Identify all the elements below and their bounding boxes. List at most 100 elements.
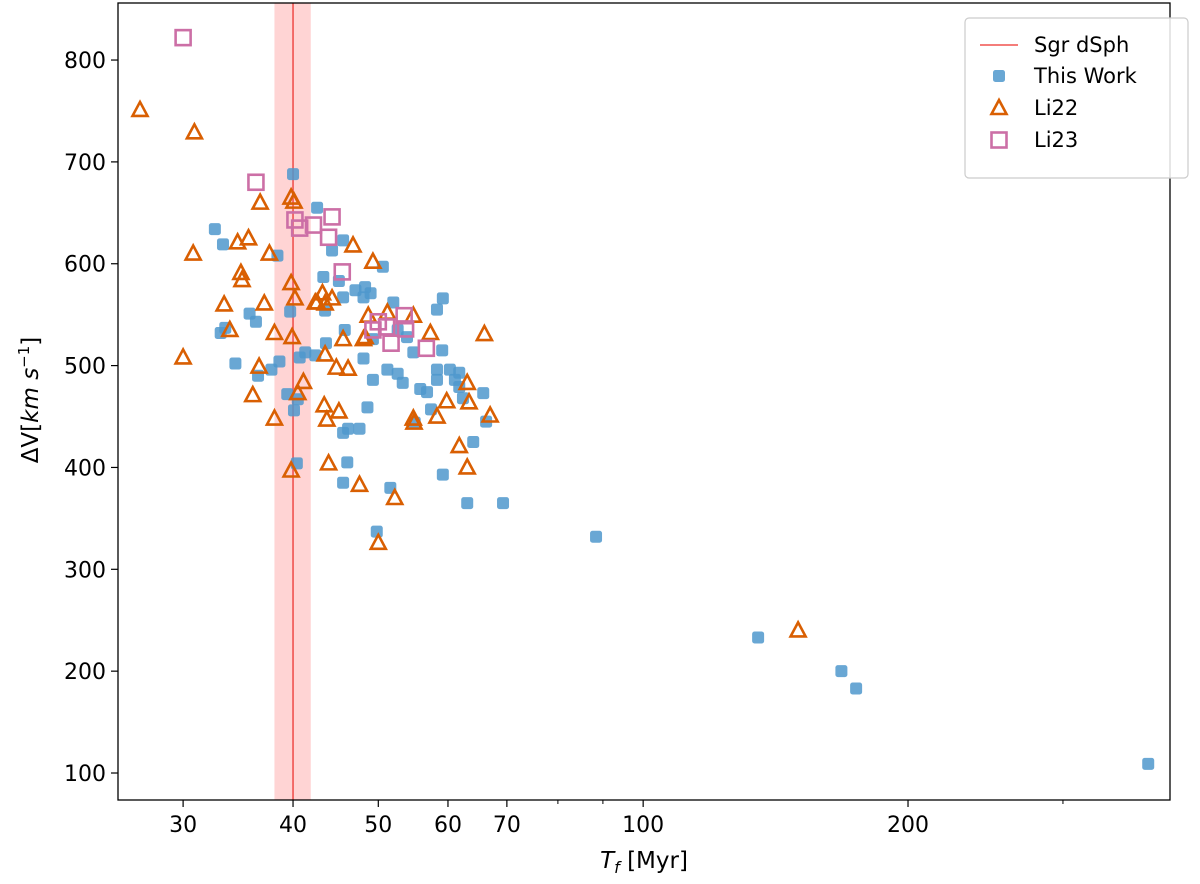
data-point [326,244,339,257]
data-point [421,386,434,399]
series-li22 [130,99,808,638]
data-point [287,404,300,417]
y-label-unit: km s [18,368,44,423]
data-point [317,270,330,283]
y-tick-label: 500 [64,355,106,380]
data-point [342,422,355,435]
data-point [436,468,449,481]
y-tick-label: 600 [64,253,106,278]
data-point [284,190,304,209]
data-point [304,216,323,234]
data-point [381,363,394,376]
legend: Sgr dSph This Work Li22 Li23 [964,17,1189,179]
data-point [396,376,409,389]
data-point [254,292,274,311]
data-point [315,292,335,311]
y-label-prefix: ΔV[ [18,423,44,463]
data-point [314,394,334,413]
legend-marker-this-work [993,70,1005,82]
data-point [341,456,354,469]
data-point [355,326,375,345]
data-point [467,435,480,448]
data-point [208,223,221,236]
x-label-unit: [Myr] [620,848,688,874]
data-point [281,459,301,478]
data-point [385,487,405,506]
data-point [264,322,285,341]
data-point [287,168,300,181]
data-point [850,682,863,695]
data-point [293,371,314,390]
data-point [214,293,234,312]
data-point [353,422,366,435]
y-tick-label: 200 [64,660,106,685]
data-point [403,304,423,323]
x-label-sub: f [614,858,622,877]
data-point [231,262,251,281]
y-axis-label: ΔV[km s−1] [15,337,44,464]
data-point [311,201,324,214]
y-tick-label: 100 [64,762,106,787]
data-point [437,390,457,409]
data-point [232,269,252,288]
data-point [249,355,269,374]
data-point [366,373,379,386]
data-point [370,525,383,538]
data-point [338,357,358,376]
legend-label-li22: Li22 [1034,96,1078,120]
data-point [183,242,203,261]
data-point [259,242,280,261]
data-point [319,337,332,350]
data-point [317,408,337,427]
data-point [391,367,404,380]
data-point [449,435,469,454]
data-point [216,238,229,251]
x-tick-label: 30 [169,813,197,838]
data-points-layer [130,28,1155,770]
legend-label-sgr-dsph: Sgr dSph [1034,33,1129,57]
x-axis-label: Tf [Myr] [600,848,688,877]
data-point [420,322,441,341]
data-point [376,260,389,273]
series-li23 [174,28,436,358]
data-point [229,357,242,370]
axes-layer: 30 40 50 60 70 100 200 100 200 300 400 500 600 700 800 [64,49,1064,838]
data-point [247,173,265,192]
x-tick-label: 60 [434,813,462,838]
data-point [329,400,349,419]
data-point [407,346,420,359]
legend-label-this-work: This Work [1033,64,1138,88]
data-point [322,287,342,306]
data-point [457,456,477,475]
data-point [361,401,374,414]
data-point [333,263,352,281]
x-tick-label: 100 [622,813,664,838]
data-point [250,191,270,210]
data-point [319,228,338,247]
data-point [368,532,388,551]
data-point [1142,757,1155,770]
y-tick-label: 700 [64,151,106,176]
data-point [315,343,335,362]
data-point [436,292,449,305]
data-point [443,363,456,376]
data-point [184,121,205,140]
data-point [318,452,339,471]
data-point [337,476,350,489]
data-point [457,372,477,391]
data-point [284,305,297,318]
data-point [173,346,193,365]
data-point [477,387,490,400]
data-point [323,208,341,226]
data-point [281,272,301,291]
data-point [337,234,350,247]
data-point [752,631,765,644]
plot-frame [117,2,1171,801]
data-point [343,234,363,253]
data-point [337,291,350,304]
series-this-work [208,168,1155,770]
data-point [220,319,240,338]
data-point [430,303,443,316]
y-label-suffix: ] [18,337,44,346]
